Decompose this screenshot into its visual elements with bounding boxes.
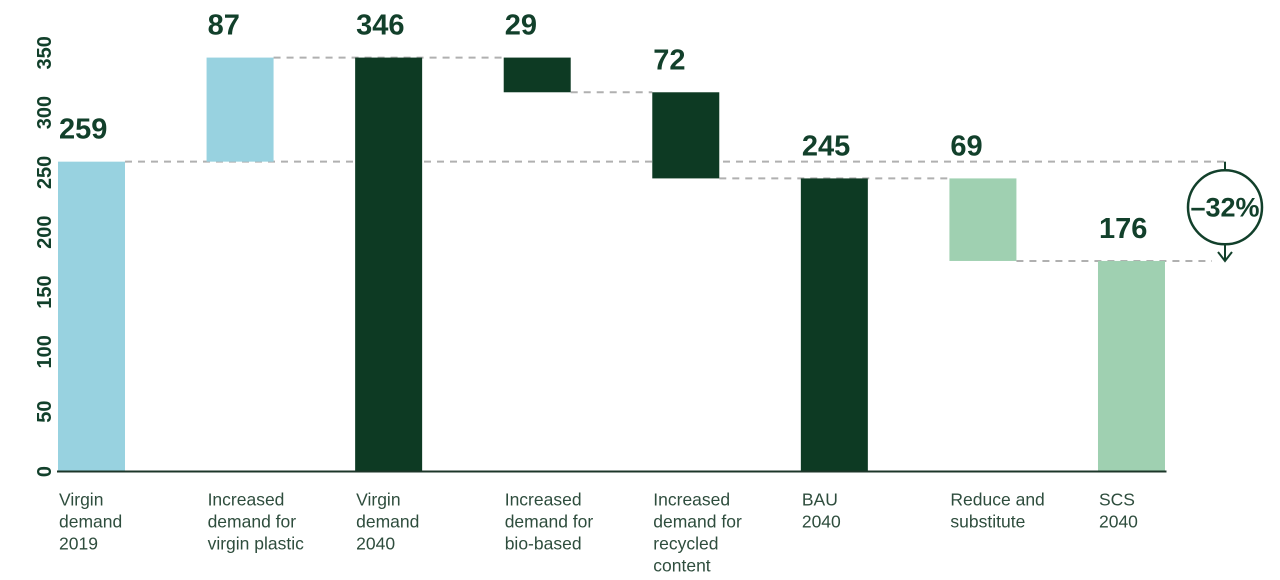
- category-label-line: Increased: [208, 490, 285, 510]
- bar-reduce-and-substitute: [949, 178, 1017, 261]
- category-label-line: Increased: [505, 490, 582, 510]
- x-axis-line: [57, 470, 1167, 473]
- value-label-reduce-and-substitute: 69: [950, 130, 982, 162]
- category-label-line: demand: [59, 512, 122, 532]
- category-label-line: Virgin: [59, 490, 103, 510]
- y-tick-150: 150: [34, 275, 56, 308]
- category-label-bau-2040: BAU 2040: [802, 490, 841, 532]
- category-label-increased-demand-recycled-content: Increased demand for recycled content: [653, 490, 742, 576]
- category-label-line: Reduce and: [950, 490, 1044, 510]
- category-label-line: demand: [356, 512, 419, 532]
- category-label-line: demand for: [653, 512, 742, 532]
- bar-increased-demand-virgin-plastic: [206, 57, 274, 162]
- category-label-reduce-and-substitute: Reduce and substitute: [950, 490, 1044, 532]
- value-label-virgin-demand-2040: 346: [356, 10, 404, 42]
- annotation-circle: [1186, 169, 1264, 246]
- bar-bau-2040: [800, 178, 868, 472]
- y-tick-200: 200: [34, 216, 56, 249]
- category-label-line: Increased: [653, 490, 730, 510]
- value-label-virgin-demand-2019: 259: [59, 114, 107, 146]
- value-label-increased-demand-recycled-content: 72: [653, 44, 685, 76]
- category-label-line: demand for: [505, 512, 594, 532]
- category-label-virgin-demand-2040: Virgin demand 2040: [356, 490, 419, 554]
- bar-virgin-demand-2019: [58, 161, 125, 472]
- category-label-increased-demand-bio-based: Increased demand for bio-based: [505, 490, 594, 554]
- category-label-line: SCS: [1099, 490, 1135, 510]
- bar-virgin-demand-2040: [355, 57, 423, 472]
- category-label-line: BAU: [802, 490, 838, 510]
- bar-increased-demand-bio-based: [503, 57, 571, 93]
- category-label-line: virgin plastic: [208, 534, 305, 554]
- category-label-line: content: [653, 556, 711, 576]
- value-label-increased-demand-bio-based: 29: [505, 10, 537, 42]
- category-label-line: recycled: [653, 534, 718, 554]
- y-tick-350: 350: [34, 36, 56, 69]
- bar-scs-2040: [1097, 260, 1165, 472]
- y-tick-100: 100: [34, 335, 56, 368]
- value-label-increased-demand-virgin-plastic: 87: [208, 10, 240, 42]
- value-label-bau-2040: 245: [802, 130, 850, 162]
- annotation-arrowhead-icon: [1217, 251, 1233, 263]
- category-label-scs-2040: SCS 2040: [1099, 490, 1138, 532]
- bar-increased-demand-recycled-content: [652, 92, 720, 179]
- y-tick-50: 50: [34, 401, 56, 423]
- category-label-line: 2040: [1099, 512, 1138, 532]
- annotation-label: –32%: [1190, 192, 1259, 222]
- category-label-line: Virgin: [356, 490, 400, 510]
- y-tick-250: 250: [34, 156, 56, 189]
- category-label-line: bio-based: [505, 534, 582, 554]
- category-label-line: 2040: [802, 512, 841, 532]
- y-tick-0: 0: [34, 466, 56, 477]
- y-tick-300: 300: [34, 96, 56, 129]
- category-label-virgin-demand-2019: Virgin demand 2019: [59, 490, 122, 554]
- category-label-line: 2019: [59, 534, 98, 554]
- category-label-line: substitute: [950, 512, 1025, 532]
- category-label-line: demand for: [208, 512, 297, 532]
- category-label-line: 2040: [356, 534, 395, 554]
- value-label-scs-2040: 176: [1099, 213, 1147, 245]
- category-label-increased-demand-virgin-plastic: Increased demand for virgin plastic: [208, 490, 305, 554]
